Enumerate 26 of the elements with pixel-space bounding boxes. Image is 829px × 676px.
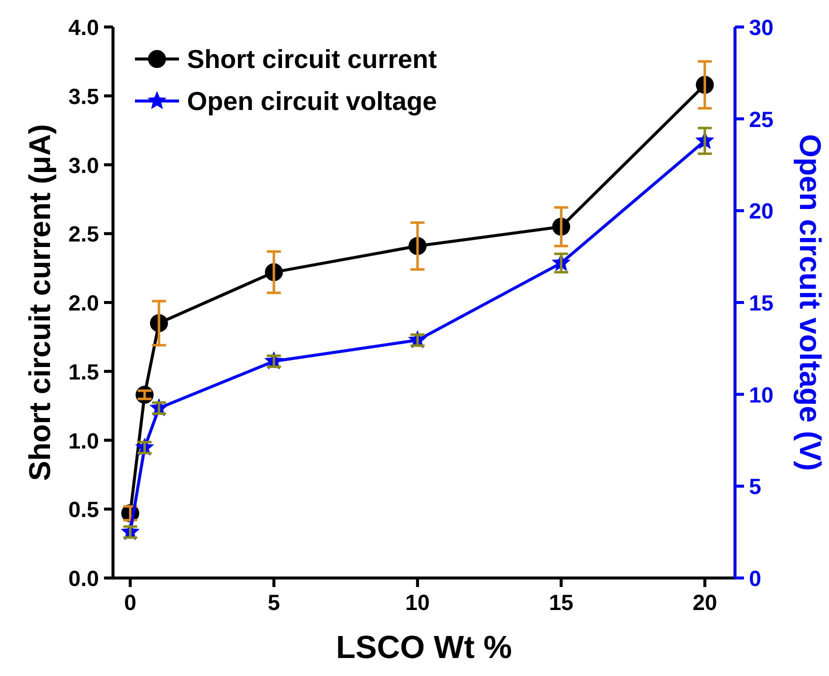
y2-tick-label: 25: [749, 106, 774, 132]
x-axis-title: LSCO Wt %: [336, 629, 512, 665]
y2-tick-label: 5: [749, 474, 762, 500]
y2-tick-label: 15: [749, 290, 774, 316]
x-tick-label: 10: [405, 590, 430, 615]
y-tick-label: 3.5: [68, 84, 99, 109]
y-tick-label: 4.0: [68, 15, 99, 40]
y-tick-label: 1.0: [68, 428, 99, 454]
y2-tick-label: 10: [749, 382, 774, 408]
y2-tick-label: 20: [749, 198, 774, 224]
x-tick-label: 0: [124, 590, 136, 615]
legend-label: Open circuit voltage: [187, 86, 437, 116]
y-tick-label: 2.0: [68, 290, 99, 316]
legend-label: Short circuit current: [187, 44, 438, 74]
x-tick-label: 5: [268, 590, 280, 615]
y2-axis-title: Open circuit voltage (V): [793, 134, 826, 471]
x-tick-label: 15: [548, 590, 574, 615]
y-tick-label: 2.5: [68, 222, 99, 247]
y-tick-label: 3.0: [68, 152, 99, 178]
x-tick-label: 20: [692, 590, 718, 615]
y-axis-title: Short circuit current (μA): [24, 124, 57, 481]
y-tick-label: 0.5: [68, 497, 99, 522]
y2-tick-label: 30: [749, 15, 774, 40]
y-tick-label: 0.0: [68, 566, 99, 591]
y2-tick-label: 0: [749, 566, 762, 591]
y-tick-label: 1.5: [68, 359, 99, 384]
